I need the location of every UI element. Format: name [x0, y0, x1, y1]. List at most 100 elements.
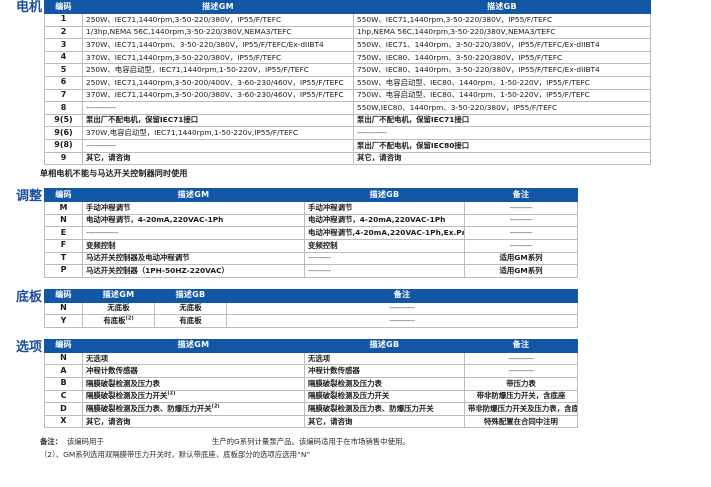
cell-code: N — [44, 301, 83, 316]
table-header-row: 编码 描述GM 描述GB 备注 — [44, 288, 578, 303]
cell-desc-gm: 370W、IEC71,1440rpm,3-50-220/380V，IP55/F/… — [82, 50, 354, 65]
cell-desc-gm: 其它，请咨询 — [82, 414, 305, 429]
base-table: 编码 描述GM 描述GB 备注 N 无底板 无底板 ----------- Y … — [44, 288, 578, 328]
cell-desc-gm: 冲程计数传感器 — [82, 364, 305, 379]
cell-desc-gb: 电动冲程调节,4-20mA,220VAC-1Ph,Ex.Proof — [304, 226, 465, 240]
column-header-desc-gm: 描述GM — [82, 0, 354, 14]
table-row: E -------------- 电动冲程调节,4-20mA,220VAC-1P… — [44, 226, 578, 240]
column-header-code: 编码 — [44, 188, 83, 203]
cell-desc-gb: 变频控制 — [304, 238, 465, 253]
cell-code: 6 — [44, 75, 83, 90]
cell-code: Y — [44, 314, 83, 328]
column-header-desc-gm: 描述GM — [82, 338, 305, 353]
cell-code: C — [44, 389, 83, 404]
footnote-line-1: 备注： 该编码用于 生产的G系列计量泵产品。该编码适用于在市场销售中使用。 — [40, 435, 711, 448]
cell-desc-gb: 750W、IEC80、1440rpm、3-50-220/380V，IP55/F/… — [353, 50, 651, 65]
cell-desc-gb: ---------- — [304, 264, 465, 278]
cell-desc-gm-text: 隔膜破裂检测及压力开关 — [86, 391, 168, 401]
table-row: N 无选项 无选项 ----------- — [44, 351, 578, 366]
column-header-code: 编码 — [44, 338, 83, 353]
cell-desc-gb: 隔膜破裂检测及压力表 — [304, 377, 465, 391]
cell-desc-gb: ---------- — [304, 251, 465, 266]
cell-desc-gm: 其它，请咨询 — [82, 151, 354, 166]
table-row: 9(8) ------------- 泵出厂不配电机，保留IEC80接口 — [44, 138, 651, 153]
footnote-label: 备注： — [40, 437, 63, 447]
cell-remark: ---------- — [464, 213, 578, 228]
cell-desc-gm: 250W、电容启动型，IEC71,1440rpm,1-50-220V，IP55/… — [82, 63, 354, 77]
cell-desc-gm: 250W、IEC71,1440rpm,3-50-200/400V、3-60-23… — [82, 75, 354, 90]
cell-desc-gm: ------------- — [82, 101, 354, 115]
cell-remark: ----------- — [226, 301, 578, 316]
cell-desc-gb: 泵出厂不配电机，保留IEC71接口 — [353, 113, 651, 128]
cell-desc-gm: 1/3hp,NEMA 56C,1440rpm,3-50-220/380V,NEM… — [82, 25, 354, 40]
footnote-text-part2: 生产的G系列计量泵产品。该编码适用于在市场销售中使用。 — [211, 437, 410, 447]
cell-desc-gb: 750W、电容启动型、IEC80、1440rpm、1-50-220V，IP55/… — [353, 88, 651, 103]
motor-table: 编码 描述GM 描述GB 1 250W、IEC71,1440rpm,3-50-2… — [44, 0, 651, 166]
cell-desc-gm: 无选项 — [82, 351, 305, 366]
cell-desc-gb: 550W、IEC71,1440rpm,3-50-220/380V，IP55/F/… — [353, 13, 651, 27]
table-row: 6 250W、IEC71,1440rpm,3-50-200/400V、3-60-… — [44, 75, 651, 90]
cell-desc-gm: 370W,电容启动型，IEC71,1440rpm,1-50-220v,IP55/… — [82, 126, 354, 140]
section-label-base: 底板 — [16, 289, 43, 305]
section-motor: 电机 编码 描述GM 描述GB 1 250W、IEC71,1440rpm,3-5… — [0, 0, 711, 166]
cell-desc-gb: 无底板 — [154, 301, 227, 316]
cell-desc-gb: ------------- — [353, 126, 651, 140]
cell-remark: 带非防爆压力开关及压力表，含底座 — [464, 402, 578, 416]
table-header-row: 编码 描述GM 描述GB — [44, 0, 651, 14]
cell-desc-gm: 无底板 — [82, 301, 155, 316]
cell-desc-gb: 550W、电容启动型、IEC80、1440rpm、1-50-220V，IP55/… — [353, 75, 651, 90]
cell-desc-gm: 隔膜破裂检测及压力开关(2) — [82, 389, 305, 404]
cell-desc-gm: 370W、IEC71,1440rpm,3-50-200/380V、3-60-23… — [82, 88, 354, 103]
cell-desc-gb: 无选项 — [304, 351, 465, 366]
table-row: 7 370W、IEC71,1440rpm,3-50-200/380V、3-60-… — [44, 88, 651, 103]
column-header-remark: 备注 — [226, 288, 578, 303]
table-row: 1 250W、IEC71,1440rpm,3-50-220/380V，IP55/… — [44, 13, 651, 27]
table-row: 5 250W、电容启动型，IEC71,1440rpm,1-50-220V，IP5… — [44, 63, 651, 77]
cell-code: 9(5) — [44, 113, 83, 128]
cell-desc-gb: 隔膜破裂检测及压力开关 — [304, 389, 465, 404]
section-base: 底板 编码 描述GM 描述GB 备注 N 无底板 无底板 ----------- — [0, 288, 711, 328]
table-row: 3 370W、IEC71,1440rpm、3-50-220/380V，IP55/… — [44, 38, 651, 52]
cell-remark: 适用GM系列 — [464, 251, 578, 266]
cell-desc-gm: 有底板(2) — [82, 314, 155, 328]
section-label-option: 选项 — [16, 339, 43, 355]
column-header-code: 编码 — [44, 0, 83, 14]
cell-desc-gb: 1hp,NEMA 56C,1440rpm,3-50-220/380V,NEMA3… — [353, 25, 651, 40]
cell-remark: 特殊配置在合同中注明 — [464, 414, 578, 429]
cell-remark: 带非防爆压力开关，含底座 — [464, 389, 578, 404]
cell-desc-gm: 手动冲程调节 — [82, 201, 305, 215]
column-header-desc-gm: 描述GM — [82, 188, 305, 203]
cell-code: E — [44, 226, 83, 240]
adjust-table: 编码 描述GM 描述GB 备注 M 手动冲程调节 手动冲程调节 --------… — [44, 188, 578, 278]
table-row: C 隔膜破裂检测及压力开关(2) 隔膜破裂检测及压力开关 带非防爆压力开关，含底… — [44, 389, 578, 404]
cell-desc-gb: 冲程计数传感器 — [304, 364, 465, 379]
table-row: F 变频控制 变频控制 ---------- — [44, 238, 578, 253]
table-row: Y 有底板(2) 有底板 ----------- — [44, 314, 578, 328]
table-row: 9(6) 370W,电容启动型，IEC71,1440rpm,1-50-220v,… — [44, 126, 651, 140]
cell-desc-gb: 泵出厂不配电机，保留IEC80接口 — [353, 138, 651, 153]
table-row: 9(5) 泵出厂不配电机，保留IEC71接口 泵出厂不配电机，保留IEC71接口 — [44, 113, 651, 128]
cell-code: P — [44, 264, 83, 278]
cell-desc-gb: 手动冲程调节 — [304, 201, 465, 215]
table-row: X 其它，请咨询 其它，请咨询 特殊配置在合同中注明 — [44, 414, 578, 429]
cell-code: 4 — [44, 50, 83, 65]
column-header-code: 编码 — [44, 288, 83, 303]
cell-desc-gb: 隔膜破裂检测及压力表、防爆压力开关 — [304, 402, 465, 416]
cell-desc-gb: 其它，请咨询 — [304, 414, 465, 429]
cell-desc-gb: 其它，请咨询 — [353, 151, 651, 166]
cell-desc-gm-text: 有底板 — [103, 316, 126, 325]
cell-remark: ---------- — [464, 226, 578, 240]
cell-desc-gb: 750W、IEC80、1440rpm、3-50-220/380V，IP55/F/… — [353, 63, 651, 77]
footnote-marker: (2) — [125, 315, 134, 322]
option-table: 编码 描述GM 描述GB 备注 N 无选项 无选项 ----------- A … — [44, 338, 578, 429]
cell-desc-gm-text: 隔膜破裂检测及压力表、防爆压力开关 — [86, 403, 212, 413]
footnotes: 备注： 该编码用于 生产的G系列计量泵产品。该编码适用于在市场销售中使用。 （2）… — [0, 435, 711, 461]
cell-desc-gm: 隔膜破裂检测及压力表、防爆压力开关(2) — [82, 402, 305, 416]
cell-code: 3 — [44, 38, 83, 52]
table-row: B 隔膜破裂检测及压力表 隔膜破裂检测及压力表 带压力表 — [44, 377, 578, 391]
cell-desc-gm: 变频控制 — [82, 238, 305, 253]
cell-code: X — [44, 414, 83, 429]
cell-remark: ---------- — [464, 201, 578, 215]
column-header-remark: 备注 — [464, 188, 578, 203]
section-adjust: 调整 编码 描述GM 描述GB 备注 M 手动冲程调节 手动冲程调节 -----… — [0, 188, 711, 278]
